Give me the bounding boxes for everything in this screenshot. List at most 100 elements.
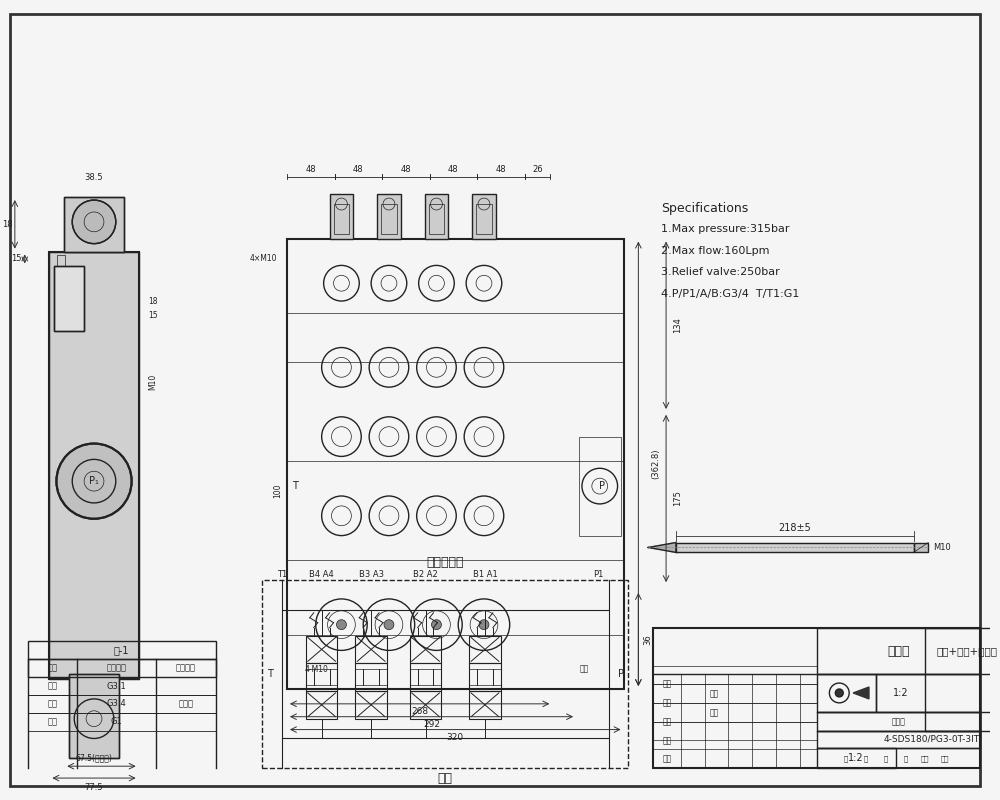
Text: 液压原理图: 液压原理图 bbox=[427, 556, 464, 569]
Bar bbox=[429, 204, 444, 234]
Bar bbox=[64, 197, 124, 251]
Text: 48: 48 bbox=[495, 165, 506, 174]
Bar bbox=[817, 712, 980, 730]
Text: 零件号: 零件号 bbox=[892, 717, 906, 726]
Text: 15: 15 bbox=[12, 254, 22, 263]
Text: 件: 件 bbox=[844, 755, 848, 762]
Bar bbox=[410, 663, 441, 691]
Text: 218±5: 218±5 bbox=[778, 522, 811, 533]
Bar bbox=[469, 663, 501, 691]
Bar bbox=[653, 722, 817, 741]
Bar bbox=[817, 674, 876, 712]
Bar bbox=[64, 197, 124, 251]
Bar bbox=[49, 251, 139, 679]
Text: 材质: 材质 bbox=[710, 690, 719, 698]
Circle shape bbox=[432, 620, 441, 630]
Bar bbox=[817, 628, 980, 674]
Text: 串联: 串联 bbox=[438, 771, 453, 785]
Text: 48: 48 bbox=[305, 165, 316, 174]
Text: 模式综合: 模式综合 bbox=[107, 664, 127, 673]
Polygon shape bbox=[648, 542, 676, 553]
Bar bbox=[334, 204, 349, 234]
Text: 1:2: 1:2 bbox=[848, 754, 864, 763]
Text: 4.P/P1/A/B:G3/4  T/T1:G1: 4.P/P1/A/B:G3/4 T/T1:G1 bbox=[661, 289, 800, 299]
Text: 制订: 制订 bbox=[662, 679, 672, 689]
Text: 外形图: 外形图 bbox=[887, 645, 910, 658]
Text: 单: 单 bbox=[884, 755, 888, 762]
Text: T: T bbox=[292, 481, 298, 491]
Bar bbox=[262, 580, 628, 768]
Bar bbox=[925, 712, 1000, 730]
Text: 48: 48 bbox=[400, 165, 411, 174]
Bar bbox=[653, 703, 817, 722]
Text: T: T bbox=[267, 669, 273, 679]
Bar bbox=[54, 266, 84, 330]
Circle shape bbox=[479, 620, 489, 630]
Text: 26: 26 bbox=[532, 165, 543, 174]
Text: 四联+单联+双触点: 四联+单联+双触点 bbox=[936, 646, 997, 656]
Bar bbox=[579, 437, 621, 535]
Text: 48: 48 bbox=[448, 165, 459, 174]
Circle shape bbox=[337, 620, 346, 630]
Text: 比例: 比例 bbox=[921, 755, 930, 762]
Bar bbox=[817, 730, 980, 748]
Text: 重: 重 bbox=[903, 755, 908, 762]
Text: 检验: 检验 bbox=[710, 708, 719, 718]
Bar bbox=[476, 204, 492, 234]
Text: 38.5: 38.5 bbox=[85, 173, 103, 182]
Text: 连接方式: 连接方式 bbox=[176, 664, 196, 673]
Text: 校对: 校对 bbox=[662, 717, 672, 726]
Text: G3.1: G3.1 bbox=[107, 682, 127, 690]
Text: 134: 134 bbox=[673, 317, 682, 333]
Bar bbox=[355, 663, 387, 691]
Text: 18: 18 bbox=[148, 297, 158, 306]
Text: Specifications: Specifications bbox=[661, 202, 748, 215]
Bar bbox=[914, 542, 928, 553]
Text: 审批: 审批 bbox=[941, 755, 949, 762]
Text: 串联型: 串联型 bbox=[179, 699, 194, 708]
Text: P: P bbox=[618, 669, 624, 679]
Bar bbox=[653, 666, 817, 684]
Text: 320: 320 bbox=[447, 733, 464, 742]
Text: 串联: 串联 bbox=[579, 665, 589, 674]
Polygon shape bbox=[853, 687, 869, 699]
Text: 18: 18 bbox=[2, 220, 12, 230]
Text: 15: 15 bbox=[148, 311, 158, 320]
Bar bbox=[57, 254, 65, 266]
Text: 审核: 审核 bbox=[662, 736, 672, 745]
Bar bbox=[355, 635, 387, 663]
Text: P: P bbox=[599, 481, 605, 491]
Bar bbox=[28, 713, 216, 730]
Text: 3.Relief valve:250bar: 3.Relief valve:250bar bbox=[661, 267, 780, 278]
Bar bbox=[330, 194, 353, 238]
Text: 36: 36 bbox=[644, 634, 653, 645]
Text: B4 A4: B4 A4 bbox=[309, 570, 334, 578]
Text: B1 A1: B1 A1 bbox=[473, 570, 497, 578]
Bar bbox=[410, 635, 441, 663]
Bar bbox=[817, 748, 896, 768]
Text: 77.5: 77.5 bbox=[85, 783, 103, 793]
Circle shape bbox=[384, 620, 394, 630]
Bar bbox=[653, 628, 980, 768]
Text: 左推: 左推 bbox=[47, 717, 57, 726]
Text: 48: 48 bbox=[353, 165, 364, 174]
Text: T1: T1 bbox=[277, 570, 287, 578]
Bar bbox=[377, 194, 401, 238]
Text: 左拉: 左拉 bbox=[47, 699, 57, 708]
Text: 292: 292 bbox=[423, 720, 440, 729]
Bar bbox=[381, 204, 397, 234]
Text: 温口: 温口 bbox=[47, 664, 57, 673]
Bar bbox=[653, 750, 817, 768]
Bar bbox=[925, 628, 1000, 674]
Text: B2 A2: B2 A2 bbox=[413, 570, 438, 578]
Bar bbox=[287, 238, 624, 689]
Text: 工艺: 工艺 bbox=[662, 754, 672, 764]
Bar bbox=[28, 677, 216, 695]
Text: 4-M10: 4-M10 bbox=[305, 665, 329, 674]
Bar bbox=[28, 695, 216, 713]
Text: G1: G1 bbox=[111, 717, 123, 726]
Text: (362.8): (362.8) bbox=[652, 449, 661, 479]
Text: M10: M10 bbox=[148, 374, 157, 390]
Bar bbox=[876, 674, 925, 712]
Text: 100: 100 bbox=[273, 484, 282, 498]
